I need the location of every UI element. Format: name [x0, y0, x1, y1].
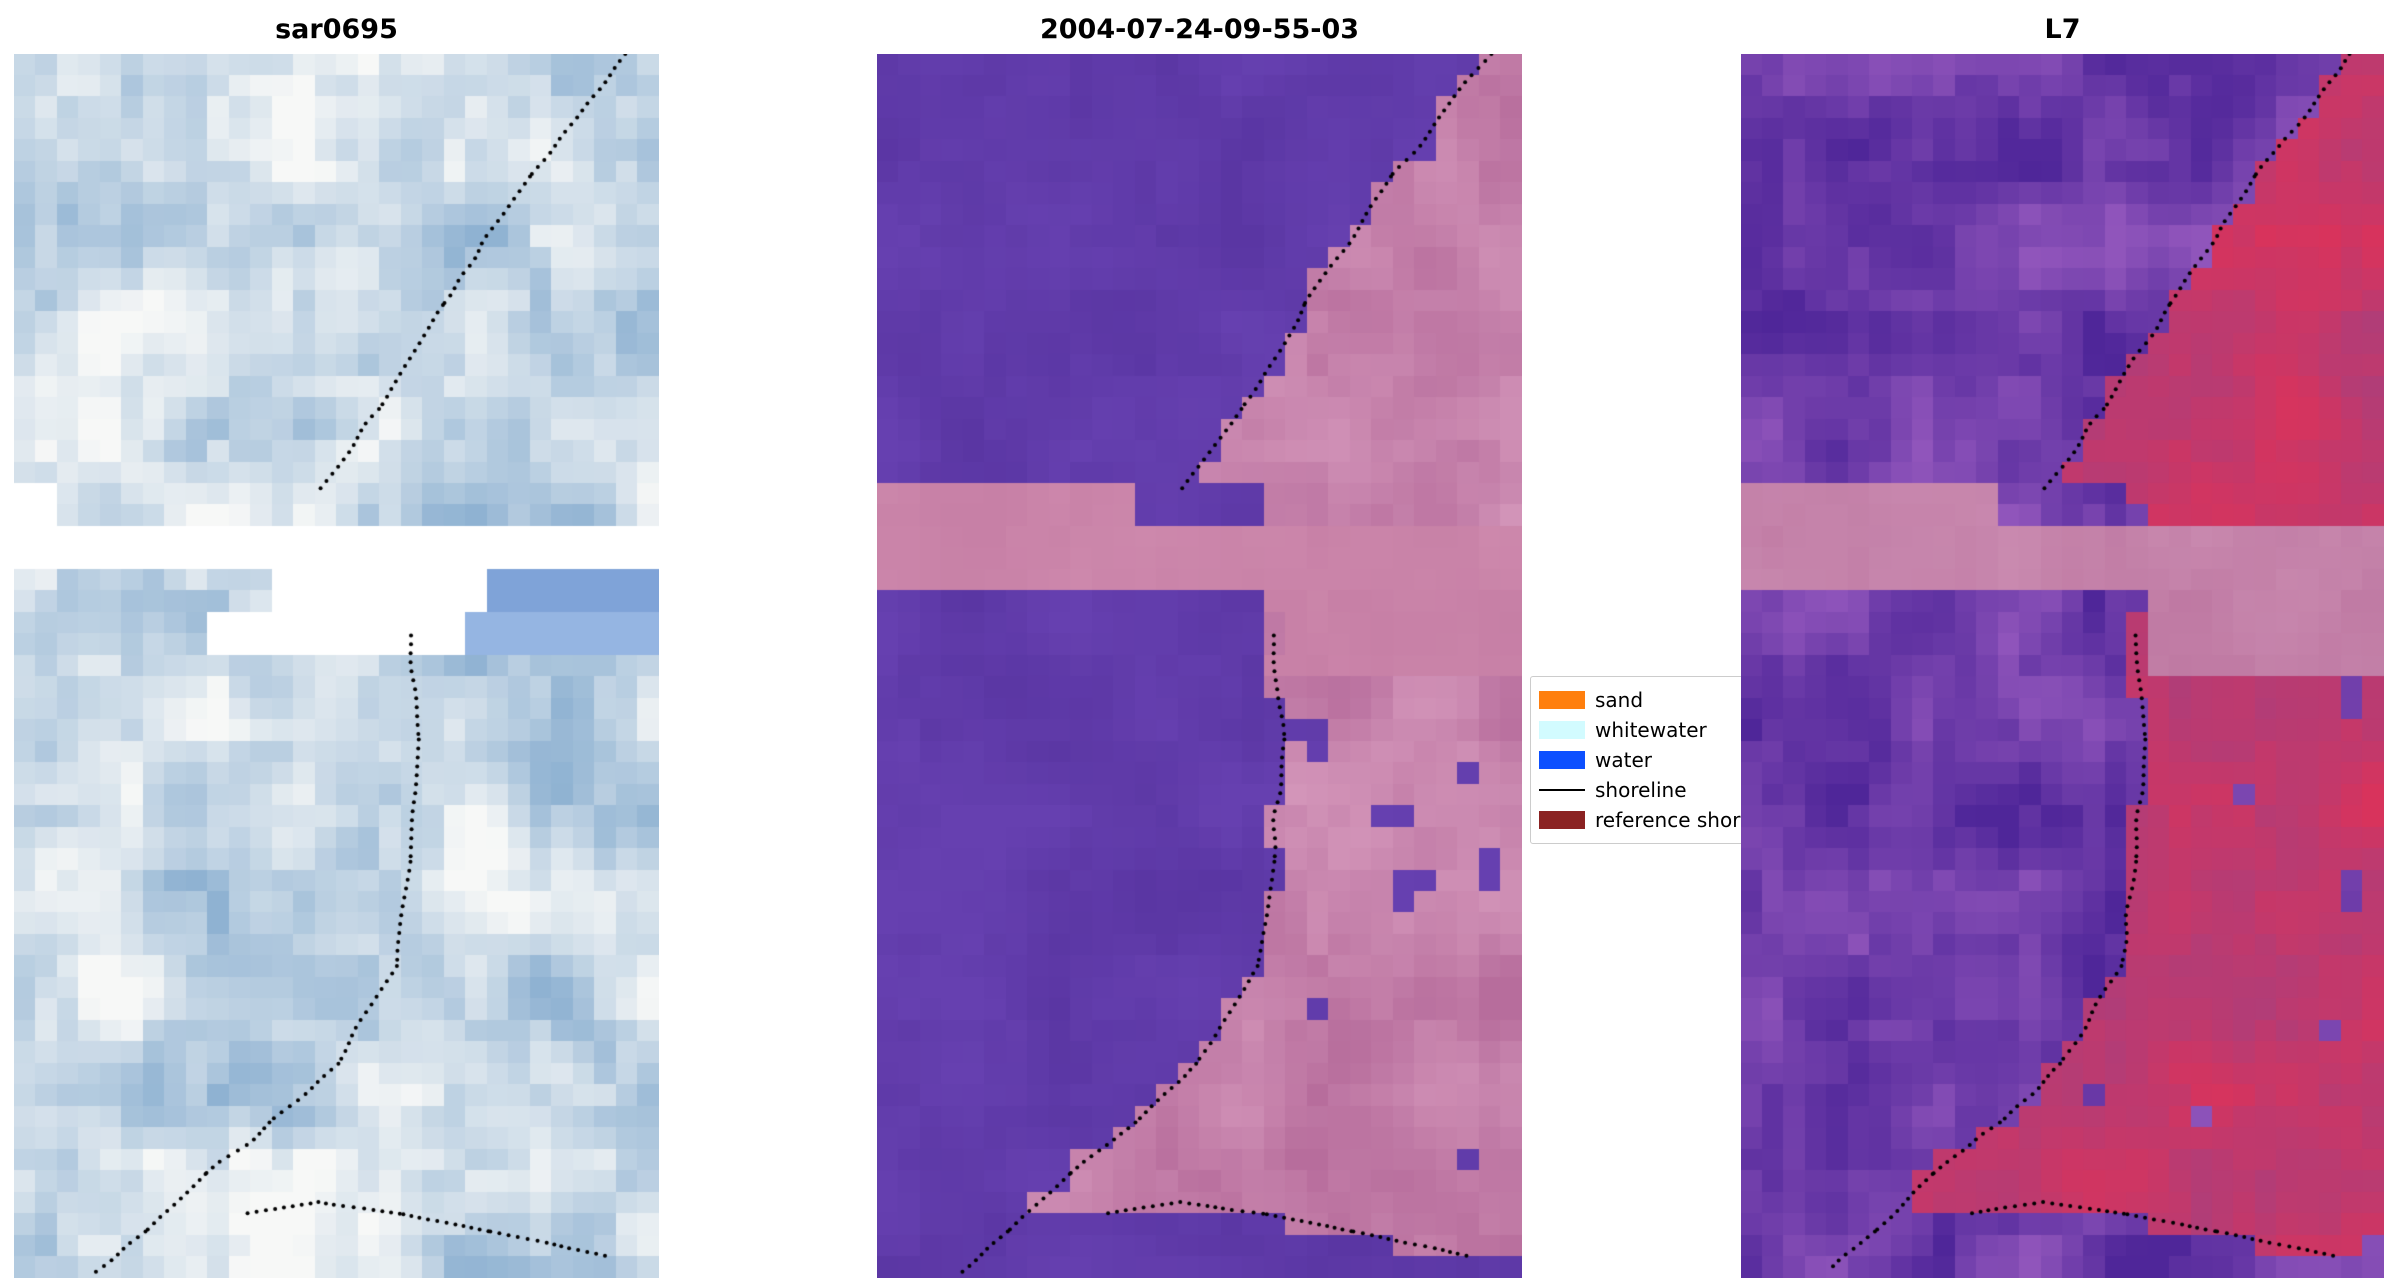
legend-label: water: [1595, 748, 1652, 772]
legend-item-water: water: [1539, 745, 1759, 775]
legend-item-sand: sand: [1539, 685, 1759, 715]
legend-item-whitewater: whitewater: [1539, 715, 1759, 745]
panel-title-timestamp: 2004-07-24-09-55-03: [1039, 14, 1360, 45]
classified-image-panel: [877, 54, 1522, 1278]
sar-image-panel: [14, 54, 659, 1278]
whitewater-swatch-icon: [1539, 721, 1585, 739]
legend-item-reference-shoreline: reference shoreline: [1539, 805, 1788, 835]
legend-label: whitewater: [1595, 718, 1707, 742]
legend-label: shoreline: [1595, 778, 1687, 802]
water-swatch-icon: [1539, 751, 1585, 769]
sand-swatch-icon: [1539, 691, 1585, 709]
panel-title-l7: L7: [2044, 14, 2081, 45]
legend-box: sand whitewater water shoreline referenc…: [1530, 676, 1788, 844]
legend-label: sand: [1595, 688, 1644, 712]
panel-title-sar: sar0695: [275, 14, 398, 45]
shoreline-line-icon: [1539, 789, 1585, 791]
reference-shoreline-swatch-icon: [1539, 811, 1585, 829]
legend-item-shoreline: shoreline: [1539, 775, 1759, 805]
l7-image-panel: [1741, 54, 2384, 1278]
